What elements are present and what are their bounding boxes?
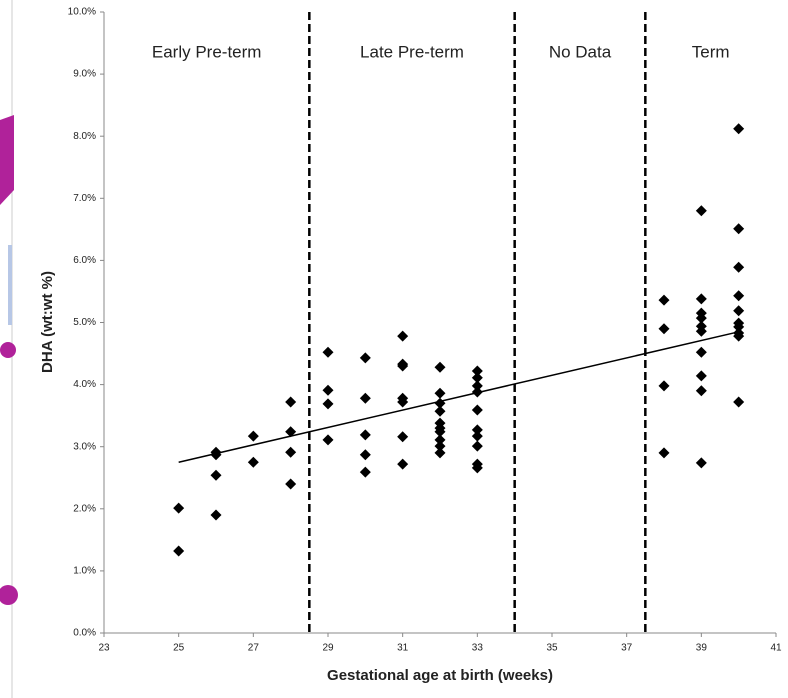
- x-tick-label: 41: [770, 643, 782, 654]
- y-tick-label: 3.0%: [73, 441, 96, 452]
- data-point: [173, 502, 185, 514]
- y-tick-label: 7.0%: [73, 193, 96, 204]
- x-tick-label: 35: [546, 643, 558, 654]
- data-point: [285, 426, 297, 438]
- y-tick-label: 0.0%: [73, 628, 96, 639]
- data-point: [733, 123, 745, 135]
- x-tick-label: 23: [98, 643, 110, 654]
- data-point: [471, 462, 483, 474]
- data-point: [434, 361, 446, 373]
- data-point: [471, 380, 483, 392]
- data-point: [397, 431, 409, 443]
- data-point: [471, 386, 483, 398]
- y-tick-label: 1.0%: [73, 566, 96, 577]
- data-point: [247, 456, 259, 468]
- y-tick-label: 10.0%: [68, 7, 96, 18]
- trendline: [178, 331, 739, 463]
- x-axis-title: Gestational age at birth (weeks): [327, 667, 553, 684]
- y-tick-label: 6.0%: [73, 255, 96, 266]
- data-point: [471, 424, 483, 436]
- data-point: [434, 440, 446, 452]
- data-point: [434, 405, 446, 417]
- x-tick-label: 25: [173, 643, 185, 654]
- data-point: [695, 325, 707, 337]
- data-point: [322, 384, 334, 396]
- data-point: [695, 346, 707, 358]
- data-point: [397, 396, 409, 408]
- data-point: [322, 398, 334, 410]
- cropped-margin: [0, 0, 18, 698]
- y-tick-label: 9.0%: [73, 69, 96, 80]
- data-point: [733, 321, 745, 333]
- x-tick-label: 39: [696, 643, 708, 654]
- y-tick-label: 8.0%: [73, 131, 96, 142]
- region-label: Late Pre-term: [360, 42, 464, 61]
- data-point: [210, 469, 222, 481]
- data-point: [733, 330, 745, 342]
- data-point: [359, 449, 371, 461]
- data-point: [434, 426, 446, 438]
- region-label: Term: [692, 42, 730, 61]
- data-point: [359, 392, 371, 404]
- y-axis-title: DHA (wt:wt %): [39, 271, 56, 373]
- data-point: [695, 457, 707, 469]
- data-point: [359, 429, 371, 441]
- data-point: [322, 346, 334, 358]
- data-point: [359, 352, 371, 364]
- y-tick-label: 4.0%: [73, 379, 96, 390]
- data-point: [434, 434, 446, 446]
- data-point: [285, 446, 297, 458]
- data-point: [695, 385, 707, 397]
- data-point: [210, 449, 222, 461]
- region-label: Early Pre-term: [152, 42, 262, 61]
- data-point: [173, 545, 185, 557]
- y-tick-label: 2.0%: [73, 503, 96, 514]
- region-label: No Data: [549, 42, 612, 61]
- data-point: [471, 404, 483, 416]
- data-point: [695, 370, 707, 382]
- data-point: [658, 447, 670, 459]
- data-point: [434, 397, 446, 409]
- x-tick-label: 29: [322, 643, 334, 654]
- y-tick-label: 5.0%: [73, 317, 96, 328]
- data-point: [285, 478, 297, 490]
- data-point: [733, 396, 745, 408]
- data-point: [322, 434, 334, 446]
- data-point: [471, 440, 483, 452]
- data-point: [733, 223, 745, 235]
- data-point: [695, 293, 707, 305]
- data-point: [434, 447, 446, 459]
- data-point: [210, 509, 222, 521]
- data-point: [397, 458, 409, 470]
- data-point: [733, 305, 745, 317]
- data-point: [397, 330, 409, 342]
- data-point: [695, 205, 707, 217]
- data-point: [658, 294, 670, 306]
- data-point: [733, 261, 745, 273]
- data-point: [471, 365, 483, 377]
- data-point: [733, 290, 745, 302]
- x-tick-label: 31: [397, 643, 409, 654]
- x-tick-label: 37: [621, 643, 633, 654]
- x-tick-label: 27: [248, 643, 260, 654]
- x-tick-label: 33: [472, 643, 484, 654]
- data-point: [359, 466, 371, 478]
- data-point: [695, 312, 707, 324]
- data-point: [471, 430, 483, 442]
- data-point: [397, 360, 409, 372]
- data-point: [434, 387, 446, 399]
- data-point: [471, 372, 483, 384]
- data-point: [247, 430, 259, 442]
- data-point: [658, 380, 670, 392]
- data-point: [285, 396, 297, 408]
- data-point: [658, 323, 670, 335]
